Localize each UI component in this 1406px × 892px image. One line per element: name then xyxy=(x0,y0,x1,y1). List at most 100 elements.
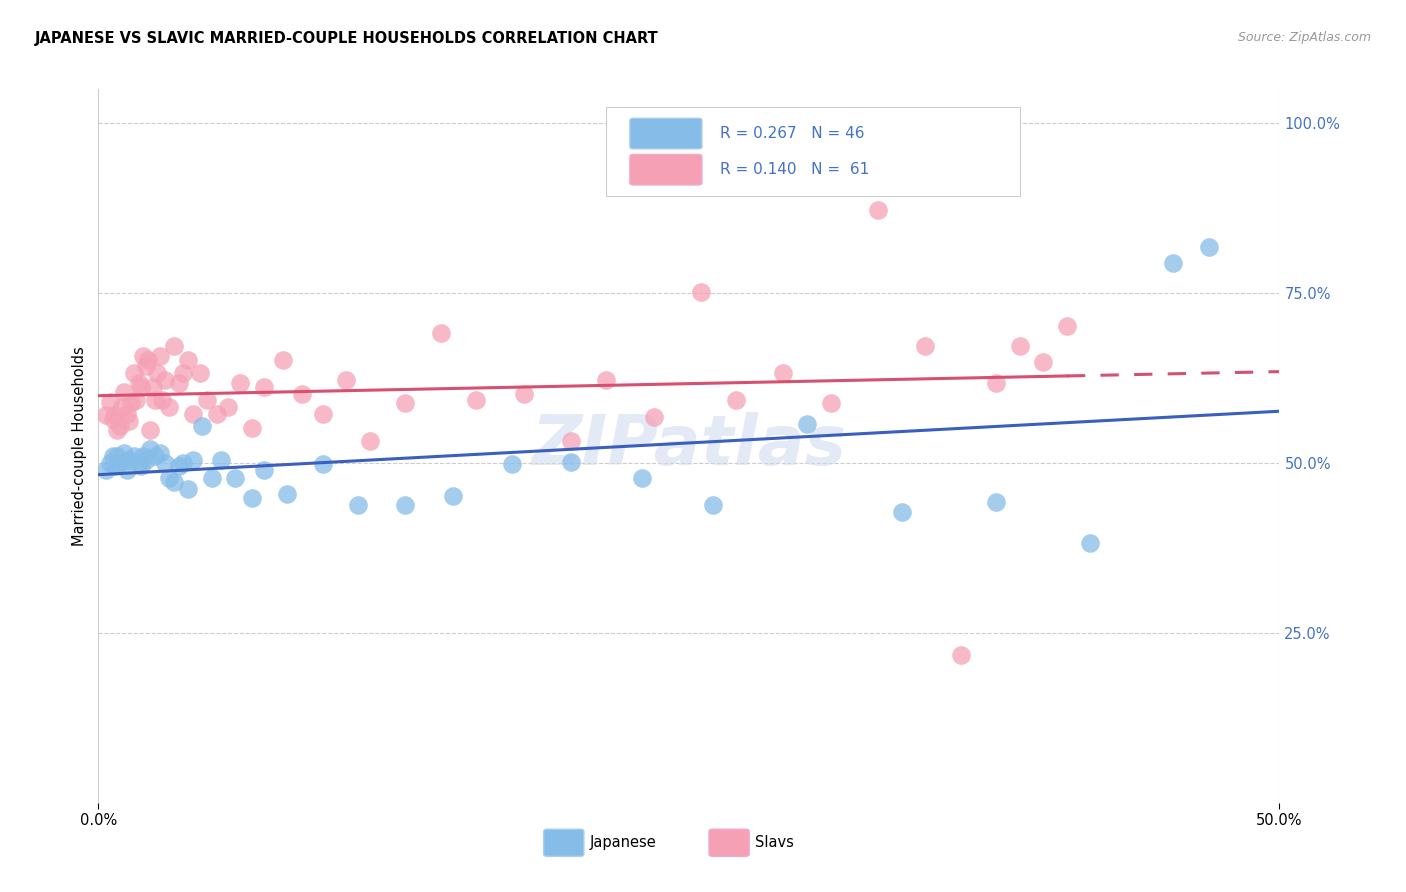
Point xyxy=(643,409,665,424)
Point xyxy=(128,456,150,470)
Point xyxy=(229,376,252,390)
Point xyxy=(118,452,141,467)
Point xyxy=(949,648,972,662)
Point xyxy=(205,407,228,421)
Point xyxy=(128,376,150,390)
Point xyxy=(914,339,936,353)
Point xyxy=(224,471,246,485)
Point xyxy=(157,471,180,485)
Point xyxy=(181,407,204,421)
Point xyxy=(98,456,121,470)
Point xyxy=(142,380,165,394)
Point xyxy=(1008,339,1031,353)
Point xyxy=(139,442,162,457)
Point xyxy=(101,412,124,426)
Point xyxy=(201,471,224,485)
Point xyxy=(163,339,186,353)
Point xyxy=(98,394,121,409)
FancyBboxPatch shape xyxy=(544,830,583,856)
Point xyxy=(153,456,176,470)
Point xyxy=(143,449,166,463)
Point xyxy=(253,463,276,477)
Point xyxy=(630,471,652,485)
Point xyxy=(172,366,194,380)
Point xyxy=(191,418,214,433)
Point xyxy=(132,349,155,363)
Text: ZIPatlas: ZIPatlas xyxy=(531,412,846,480)
Point xyxy=(209,452,232,467)
Point xyxy=(108,456,131,470)
Point xyxy=(94,409,117,423)
Point xyxy=(112,384,135,399)
Text: JAPANESE VS SLAVIC MARRIED-COUPLE HOUSEHOLDS CORRELATION CHART: JAPANESE VS SLAVIC MARRIED-COUPLE HOUSEH… xyxy=(35,31,659,46)
Point xyxy=(866,203,889,218)
Point xyxy=(595,373,617,387)
Text: R = 0.267   N = 46: R = 0.267 N = 46 xyxy=(720,126,865,141)
Point xyxy=(276,486,298,500)
Point xyxy=(167,459,190,474)
Point xyxy=(290,386,312,401)
Point xyxy=(890,505,912,519)
Point xyxy=(725,393,748,408)
Point xyxy=(1056,318,1078,333)
Point xyxy=(560,434,582,449)
Point xyxy=(501,458,523,472)
Point xyxy=(129,380,152,394)
Point xyxy=(129,459,152,474)
Point xyxy=(253,380,276,394)
Point xyxy=(359,434,381,449)
Point xyxy=(984,376,1007,390)
Point xyxy=(135,452,157,467)
FancyBboxPatch shape xyxy=(630,154,702,185)
Point xyxy=(150,393,173,408)
FancyBboxPatch shape xyxy=(630,119,702,149)
Point xyxy=(146,366,169,380)
Point xyxy=(312,458,335,472)
Point xyxy=(796,417,818,431)
Point xyxy=(111,401,134,415)
Point xyxy=(105,423,128,437)
Point xyxy=(108,418,131,433)
Point xyxy=(94,463,117,477)
Point xyxy=(163,475,186,489)
Point xyxy=(465,393,488,408)
Point xyxy=(101,449,124,463)
Point xyxy=(111,452,134,467)
Point xyxy=(177,352,200,367)
Point xyxy=(104,459,127,474)
Point xyxy=(153,373,176,387)
Text: Source: ZipAtlas.com: Source: ZipAtlas.com xyxy=(1237,31,1371,45)
FancyBboxPatch shape xyxy=(606,107,1019,196)
Point xyxy=(217,401,239,415)
Point xyxy=(984,495,1007,509)
Point xyxy=(105,449,128,463)
Point xyxy=(104,409,127,423)
Point xyxy=(135,359,157,374)
Text: Japanese: Japanese xyxy=(589,835,657,850)
Point xyxy=(441,489,464,503)
Point xyxy=(125,393,148,408)
Point xyxy=(240,491,263,506)
Point xyxy=(149,446,172,460)
Y-axis label: Married-couple Households: Married-couple Households xyxy=(72,346,87,546)
Point xyxy=(121,396,143,410)
Point xyxy=(394,498,416,512)
Point xyxy=(1198,240,1220,254)
Point xyxy=(1080,536,1102,550)
Point xyxy=(143,393,166,408)
Point xyxy=(195,393,218,408)
Point xyxy=(177,482,200,496)
Point xyxy=(240,420,263,434)
Point xyxy=(1161,255,1184,269)
Point xyxy=(118,414,141,428)
Point xyxy=(172,456,194,470)
Point xyxy=(347,498,370,512)
Point xyxy=(188,366,211,380)
Point xyxy=(312,407,335,421)
Point xyxy=(394,396,416,410)
Point xyxy=(167,376,190,390)
Point xyxy=(115,407,138,421)
Point xyxy=(122,449,145,463)
Point xyxy=(689,285,711,299)
Point xyxy=(271,352,294,367)
